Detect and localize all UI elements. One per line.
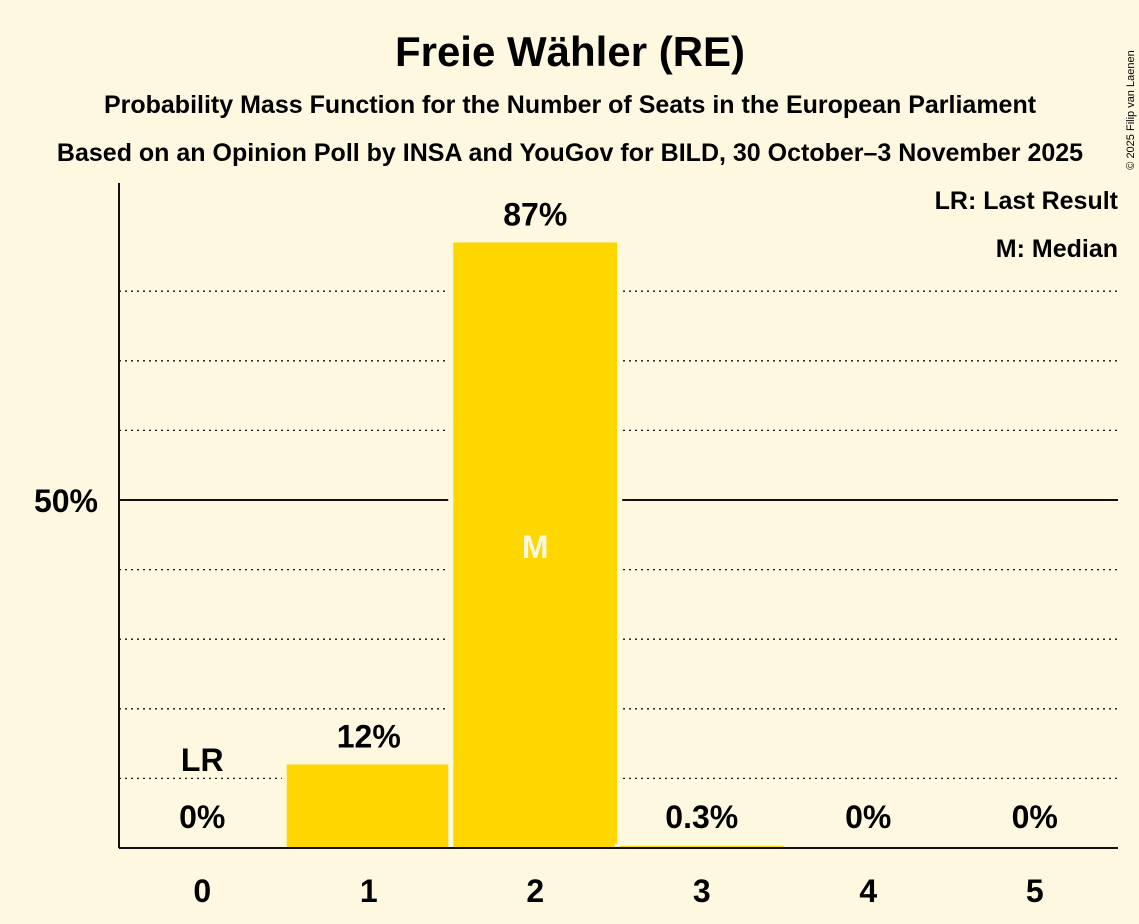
chart-source-line: Based on an Opinion Poll by INSA and You… [57, 139, 1083, 167]
value-label-2: 87% [503, 196, 567, 232]
x-tick-label-4: 4 [859, 873, 877, 909]
value-label-3: 0.3% [665, 799, 738, 835]
last-result-marker: LR [181, 742, 224, 778]
bar-2 [453, 242, 618, 849]
chart-subtitle: Probability Mass Function for the Number… [104, 91, 1037, 119]
x-tick-label-3: 3 [693, 873, 711, 909]
y-tick-label-50: 50% [34, 483, 98, 519]
legend-median: M: Median [996, 235, 1118, 263]
value-label-1: 12% [337, 718, 401, 754]
chart-title: Freie Wähler (RE) [395, 28, 745, 75]
bar-3 [619, 845, 784, 848]
bars [281, 240, 789, 849]
x-tick-label-5: 5 [1026, 873, 1044, 909]
value-label-4: 0% [845, 799, 891, 835]
x-tick-label-1: 1 [360, 873, 378, 909]
copyright-text: © 2025 Filip van Laenen [1125, 50, 1137, 169]
legend-last-result: LR: Last Result [935, 187, 1119, 215]
value-label-5: 0% [1012, 799, 1058, 835]
x-tick-label-0: 0 [193, 873, 211, 909]
median-marker: M [522, 529, 549, 565]
bar-1 [286, 764, 451, 848]
x-tick-label-2: 2 [526, 873, 544, 909]
value-label-0: 0% [179, 799, 225, 835]
